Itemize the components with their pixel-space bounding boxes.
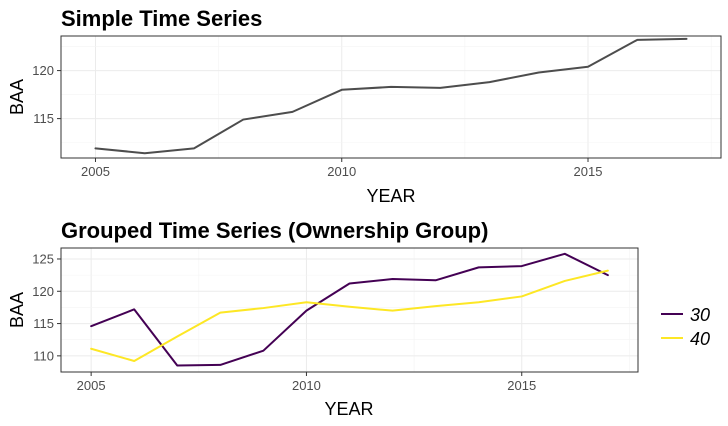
x-tick-label: 2010 xyxy=(327,164,356,179)
x-tick-label: 2005 xyxy=(81,164,110,179)
x-tick-label: 2005 xyxy=(77,378,106,393)
chart-2-panel xyxy=(60,247,639,373)
legend-label-30: 30 xyxy=(690,305,710,325)
x-tick-label: 2015 xyxy=(574,164,603,179)
chart-1-title: Simple Time Series xyxy=(61,6,262,31)
chart-2-x-axis-title: YEAR xyxy=(324,399,373,419)
chart-2-axes: 2005 2010 2015 110 115 120 125 xyxy=(32,251,536,393)
legend-label-40: 40 xyxy=(690,329,710,349)
series-line-40 xyxy=(90,269,609,363)
y-tick-label: 115 xyxy=(33,316,54,331)
series-line xyxy=(94,37,688,155)
chart-2-title: Grouped Time Series (Ownership Group) xyxy=(61,218,488,243)
chart-1-series xyxy=(94,37,688,155)
y-tick-label: 110 xyxy=(33,348,54,363)
x-tick-label: 2010 xyxy=(292,378,321,393)
chart-1-gridlines xyxy=(61,36,721,158)
chart-2-series xyxy=(90,252,609,367)
series-line-30 xyxy=(90,252,609,367)
y-tick-label: 120 xyxy=(32,284,54,299)
y-tick-label: 120 xyxy=(32,63,54,78)
chart-1-panel xyxy=(60,35,722,159)
chart-1-x-axis-title: YEAR xyxy=(366,186,415,206)
chart-1-y-axis-title: BAA xyxy=(7,79,27,115)
y-tick-label: 115 xyxy=(33,111,54,126)
y-tick-label: 125 xyxy=(32,251,54,266)
chart-1-axes: 2005 2010 2015 115 120 xyxy=(32,63,602,179)
chart-2-y-axis-title: BAA xyxy=(7,292,27,328)
x-tick-label: 2015 xyxy=(507,378,536,393)
